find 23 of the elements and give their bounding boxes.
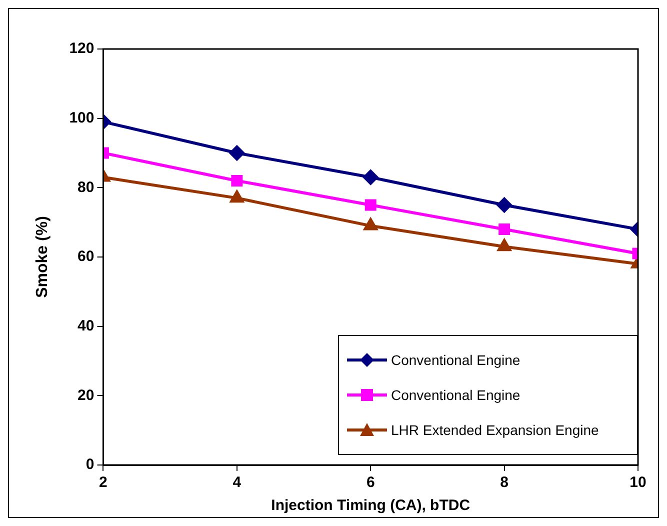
x-tick-label: 10	[630, 474, 646, 492]
x-tick-label: 4	[232, 474, 242, 492]
x-tick-label: 2	[99, 474, 108, 492]
y-axis-title: Smoke (%)	[34, 216, 52, 298]
y-tick-label: 80	[78, 178, 94, 196]
y-tick-label: 100	[69, 109, 94, 126]
y-tick-label: 60	[78, 248, 94, 266]
x-axis-title: Injection Timing (CA), bTDC	[271, 497, 470, 514]
legend-label: Conventional Engine	[391, 352, 520, 368]
point	[364, 199, 376, 211]
x-tick-label: 6	[366, 474, 375, 492]
point	[229, 146, 244, 160]
y-tick-label: 40	[78, 317, 94, 334]
x-tick-label: 8	[500, 474, 508, 492]
point	[363, 170, 378, 185]
y-tick-label: 0	[86, 456, 94, 474]
legend-label: LHR Extended Expansion Engine	[391, 422, 599, 438]
point	[230, 190, 244, 203]
y-tick-label: 20	[78, 386, 94, 404]
legend-label: Conventional Engine	[391, 386, 520, 403]
point	[364, 218, 378, 230]
point	[231, 174, 243, 186]
y-tick-label: 120	[69, 40, 94, 58]
